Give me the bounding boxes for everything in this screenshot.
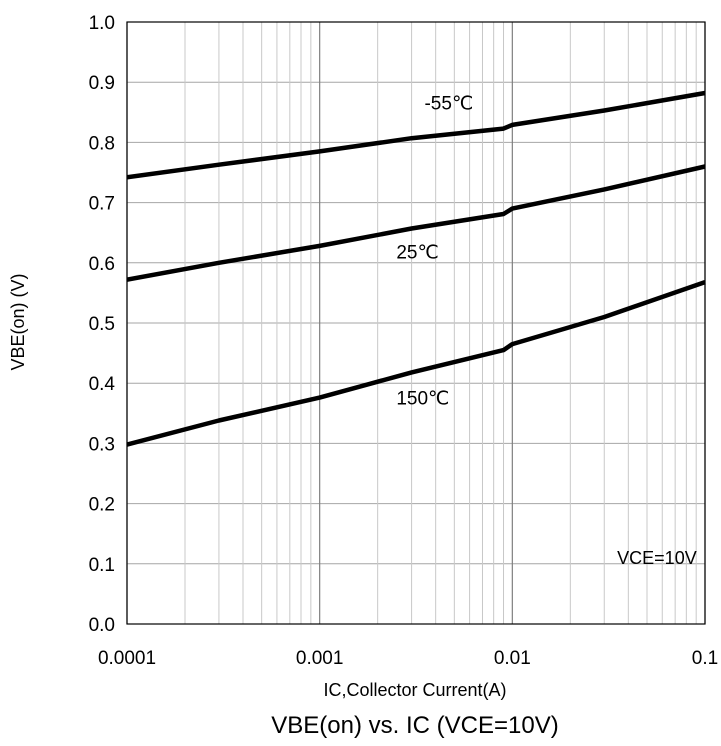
curves xyxy=(126,90,706,447)
x-tick-label-3: 0.1 xyxy=(692,648,718,669)
x-tick-labels: 0.0001 0.001 0.01 0.1 xyxy=(98,648,718,669)
series-line-1 xyxy=(126,164,706,282)
series-label-2: 150℃ xyxy=(396,388,449,409)
y-tick-label-4: 0.4 xyxy=(89,374,116,395)
y-tick-label-10: 1.0 xyxy=(89,13,115,34)
y-tick-label-0: 0.0 xyxy=(89,615,115,636)
plot-frame xyxy=(126,21,706,625)
annotation-0: VCE=10V xyxy=(617,548,697,568)
y-tick-label-5: 0.5 xyxy=(89,314,115,335)
grid xyxy=(126,21,706,625)
curve-labels: -55℃ 25℃ 150℃ xyxy=(396,93,473,409)
y-tick-label-9: 0.9 xyxy=(89,73,115,94)
chart-title: VBE(on) vs. IC (VCE=10V) xyxy=(271,712,558,739)
y-tick-label-1: 0.1 xyxy=(89,555,115,576)
x-tick-label-0: 0.0001 xyxy=(98,648,156,669)
annotations: VCE=10V xyxy=(617,548,697,568)
y-tick-label-8: 0.8 xyxy=(89,133,115,154)
series-line-0 xyxy=(126,90,706,180)
y-tick-label-7: 0.7 xyxy=(89,194,115,215)
series-label-1: 25℃ xyxy=(396,243,438,264)
y-axis-label: VBE(on) (V) xyxy=(8,273,28,370)
series-label-0: -55℃ xyxy=(424,93,473,114)
x-tick-label-2: 0.01 xyxy=(494,648,531,669)
y-tick-labels: 0.0 0.1 0.2 0.3 0.4 0.5 0.6 0.7 0.8 0.9 1.0 xyxy=(89,13,116,636)
y-tick-label-3: 0.3 xyxy=(89,434,115,455)
series-line-2 xyxy=(126,279,706,447)
x-axis-label: IC,Collector Current(A) xyxy=(323,680,506,700)
x-tick-label-1: 0.001 xyxy=(296,648,344,669)
y-tick-label-2: 0.2 xyxy=(89,495,115,516)
y-tick-label-6: 0.6 xyxy=(89,254,115,275)
